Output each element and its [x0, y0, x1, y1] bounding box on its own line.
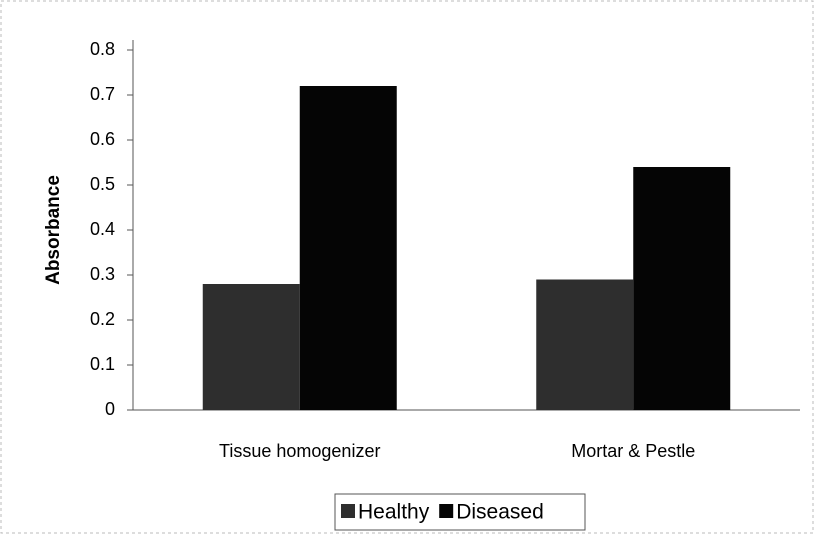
y-tick-label: 0.1 — [90, 354, 115, 374]
x-tick-label: Mortar & Pestle — [571, 441, 695, 461]
legend-swatch — [439, 504, 454, 518]
x-tick-label: Tissue homogenizer — [219, 441, 380, 461]
legend-label: Diseased — [456, 501, 544, 524]
y-tick-label: 0.3 — [90, 264, 115, 284]
y-tick-label: 0.4 — [90, 219, 115, 239]
y-tick-label: 0.5 — [90, 174, 115, 194]
y-axis-label: Absorbance — [43, 175, 64, 285]
y-tick-label: 0.7 — [90, 84, 115, 104]
y-tick-label: 0.6 — [90, 129, 115, 149]
legend-swatch — [341, 504, 355, 518]
y-tick-label: 0.8 — [90, 39, 115, 59]
legend-label: Healthy — [358, 501, 430, 524]
y-tick-label: 0 — [105, 399, 115, 419]
bar — [536, 279, 634, 410]
legend-box — [334, 493, 586, 531]
bar — [202, 284, 300, 410]
y-tick-label: 0.2 — [90, 309, 115, 329]
bar — [633, 167, 731, 410]
bar — [299, 86, 397, 410]
